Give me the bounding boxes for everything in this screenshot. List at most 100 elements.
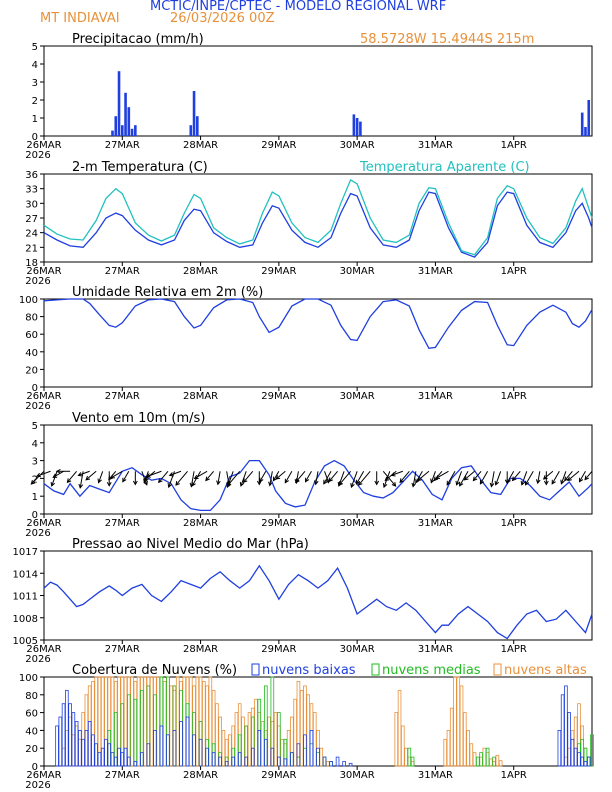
precip-ytick-label: 4 [32,60,38,71]
cloud-bar [260,721,265,767]
wind-vector-head [338,481,343,486]
cloud-bar [443,738,448,767]
cloud-bar [404,747,408,767]
wind-vector-head [85,475,91,481]
cloud-bar [198,738,203,767]
precip-ytick-label: 2 [32,96,38,107]
wind-vector-head [584,475,589,481]
cloud-bar [410,756,415,767]
wind-vector-head [144,475,149,481]
cloud-bar [107,743,112,767]
wind-xtick-label: 1APR [501,518,527,529]
cloud-legend-label: nuvens altas [504,663,587,678]
precip-bar [120,125,124,136]
press-ytick-label: 1008 [13,614,38,625]
cloud-xtick-label: 30MAR [340,770,375,781]
rh-ytick-label: 60 [25,330,38,341]
press-line [43,564,593,640]
wind-title: Vento em 10m (m/s) [72,411,205,426]
cloud-bar [407,756,412,767]
cloud-bar [577,703,581,767]
precip-xtick-label: 28MAR [183,140,218,151]
wind-vector [323,471,332,485]
cloud-bar [123,747,128,767]
cloud-bar [156,676,160,767]
wind-vector [78,470,90,476]
cloud-bar [185,676,190,767]
wind-vector-head [145,473,151,478]
cloud-bar [583,747,588,767]
cloud-bar [316,752,320,767]
cloud-bar [159,676,164,767]
cloud-bar [205,738,209,767]
precip-bar [114,116,118,136]
cloud-bar [159,725,164,767]
rh-xtick-label: 29MAR [261,391,296,402]
wind-vector [51,471,58,487]
precip-xtick-label: 31MAR [418,140,453,151]
temp-xtick-label: 29MAR [261,266,296,277]
cloud-bar [557,730,562,767]
cloud-bar [140,689,144,767]
wind-vector [305,471,312,482]
wind-ytick-label: 0 [32,510,38,521]
wind-vector-head [242,478,248,484]
cloud-bar [179,681,183,767]
wind-vector-head [560,479,565,485]
wind-xtick-label: 27MAR [105,518,140,529]
cloud-bar [237,752,242,767]
temp-ytick-label: 21 [25,243,38,254]
wind-vector-head [494,480,500,486]
precip-ytick-label: 5 [32,42,38,53]
cloud-bar [113,756,118,767]
precip-xtick-label: 30MAR [340,140,375,151]
rh-xtick-label: 1APR [501,391,527,402]
wind-vector [273,471,280,481]
wind-vector [284,471,293,483]
rh-xtick-label: 30MAR [340,391,375,402]
cloud-bar [309,743,314,767]
cloud-bar [273,712,278,767]
temp-ytick-label: 30 [25,199,38,210]
cloud-bar [498,760,503,767]
cloud-bar [277,725,281,767]
wind-vector [430,471,436,483]
cloud-bar [257,698,262,767]
cloud-bar [228,734,232,767]
wind-vector-head [106,481,112,487]
cloud-bar [71,712,76,767]
cloud-bar [335,756,340,767]
cloud-bar [290,716,294,767]
cloud-bar [254,698,258,767]
wind-vector [459,471,469,487]
cloud-bar [159,676,164,767]
cloud-bar [586,756,591,767]
cloud-bar [283,743,288,767]
cloud-bar [65,689,69,767]
cloud-bar [580,738,585,767]
wind-vector-head [268,481,273,487]
wind-vector [122,471,130,482]
press-xtick-label: 30MAR [340,644,375,655]
cloud-bar [267,716,271,767]
wind-vector [564,470,573,481]
cloud-bar [459,685,464,767]
wind-vector-head [542,475,548,480]
press-year-label: 2026 [25,654,50,665]
wind-vector [85,470,97,481]
cloud-year-label: 2026 [25,780,50,791]
cloud-bar [94,676,98,767]
wind-vector-head [66,478,72,484]
cloud-bar [564,685,568,767]
wind-vector [315,471,319,485]
cloud-bar [567,712,571,767]
cloud-bar [280,738,284,767]
cloud-bar [264,685,268,767]
wind-vector [456,471,462,485]
cloud-bar [61,747,66,767]
cloud-bar [316,747,320,767]
wind-vector [490,471,495,487]
wind-xtick-label: 26MAR [26,518,61,529]
rh-xtick-label: 28MAR [183,391,218,402]
cloud-bar [446,730,451,767]
